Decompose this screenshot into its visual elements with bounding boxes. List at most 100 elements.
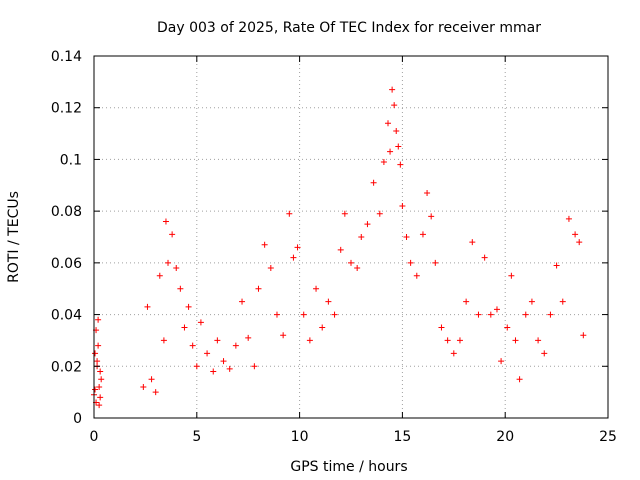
data-point [553, 262, 560, 269]
data-point [541, 350, 548, 357]
data-point [481, 254, 488, 261]
y-tick-label: 0.04 [51, 308, 82, 324]
y-axis-label: ROTI / TECUs [6, 191, 22, 283]
data-point [463, 298, 470, 305]
data-point [456, 337, 463, 344]
x-tick-label: 15 [393, 429, 411, 445]
data-point [267, 265, 274, 272]
data-point [313, 285, 320, 292]
data-point [144, 303, 151, 310]
tick-labels: 0 5 10 15 20 25 0 0.02 0.04 0.06 0.08 0.1 0.12 0.14 [51, 49, 617, 445]
data-point [261, 241, 268, 248]
data-point [189, 342, 196, 349]
data-point [251, 363, 258, 370]
data-point [193, 363, 200, 370]
data-point [273, 311, 280, 318]
data-point [508, 272, 515, 279]
data-point [306, 337, 313, 344]
data-point [294, 244, 301, 251]
data-point [444, 337, 451, 344]
data-point [95, 342, 102, 349]
data-point [403, 234, 410, 240]
data-point [92, 350, 99, 357]
data-point [354, 265, 361, 272]
data-point [535, 337, 542, 344]
y-tick-label: 0.12 [51, 101, 82, 117]
y-tick-label: 0.02 [51, 359, 82, 375]
data-point [97, 394, 104, 401]
y-tick-label: 0.06 [51, 256, 82, 272]
data-point [487, 311, 494, 318]
data-point [397, 161, 404, 168]
data-point [364, 221, 371, 228]
data-point [469, 239, 476, 246]
data-point [438, 324, 445, 331]
data-point [94, 358, 101, 365]
data-point [255, 285, 262, 292]
chart-title: Day 003 of 2025, Rate Of TEC Index for r… [157, 20, 541, 36]
data-point [580, 332, 587, 339]
data-point [504, 324, 511, 331]
data-point [395, 143, 402, 150]
data-point [220, 358, 227, 365]
data-point [181, 324, 188, 331]
data-point [286, 210, 293, 217]
data-point [319, 324, 326, 331]
x-tick-label: 0 [90, 429, 99, 445]
data-point [140, 383, 147, 390]
data-point [165, 259, 172, 266]
data-point [391, 102, 398, 109]
data-point [380, 159, 387, 166]
data-point [95, 316, 102, 323]
data-point [337, 246, 344, 253]
data-point [148, 376, 155, 383]
data-point [528, 298, 535, 305]
data-point [389, 86, 396, 93]
data-point [341, 210, 348, 217]
data-point [498, 358, 505, 365]
data-point [407, 259, 414, 266]
data-point [358, 234, 365, 240]
data-point [432, 259, 439, 266]
data-point [385, 120, 392, 127]
data-point [214, 337, 221, 344]
data-point [522, 311, 529, 318]
data-point [210, 368, 217, 375]
data-point [565, 215, 572, 222]
data-point [475, 311, 482, 318]
data-point [419, 231, 426, 238]
data-point [96, 383, 103, 390]
plot-frame [93, 55, 609, 419]
data-point [245, 334, 252, 341]
data-point [516, 376, 523, 383]
data-point [493, 306, 500, 313]
data-point [348, 259, 354, 266]
x-tick-label: 10 [291, 429, 309, 445]
data-point [428, 213, 435, 220]
data-point [162, 218, 169, 225]
data-point [226, 365, 233, 372]
data-point [547, 311, 554, 318]
x-tick-label: 5 [192, 429, 201, 445]
data-point [185, 303, 192, 310]
x-tick-label: 20 [496, 429, 514, 445]
data-point [300, 311, 307, 318]
y-tick-label: 0.08 [51, 204, 82, 220]
data-point [280, 332, 287, 339]
data-point [450, 350, 457, 357]
data-point [512, 337, 519, 344]
data-point [173, 265, 180, 272]
data-point [370, 179, 377, 186]
y-tick-label: 0.14 [51, 49, 82, 65]
data-point [559, 298, 566, 305]
data-point [92, 386, 99, 393]
data-point [290, 254, 297, 261]
data-point [387, 148, 394, 155]
y-tick-label: 0 [73, 411, 82, 427]
data-point [177, 285, 184, 292]
data-point [197, 319, 204, 326]
data-point [204, 350, 211, 357]
data-point [424, 190, 431, 197]
data-point [232, 342, 239, 349]
